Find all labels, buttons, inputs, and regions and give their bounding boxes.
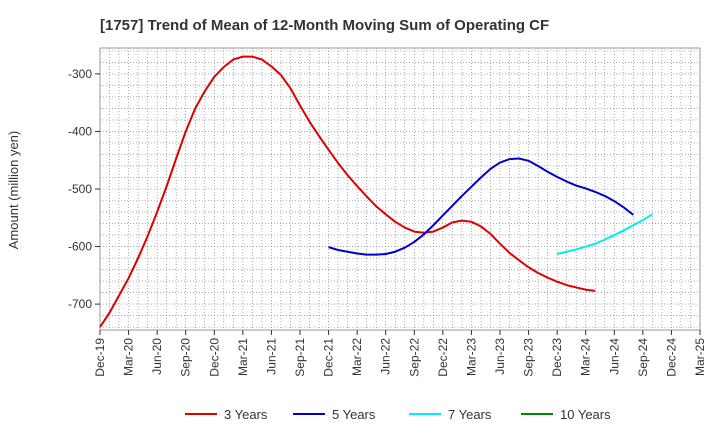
- x-tick-label: Jun-23: [493, 338, 507, 375]
- x-tick-label: Sep-22: [407, 338, 421, 377]
- x-tick-label: Mar-21: [236, 338, 250, 376]
- x-tick-label: Sep-24: [636, 338, 650, 377]
- y-tick-label: -600: [68, 240, 92, 254]
- x-tick-label: Dec-20: [207, 338, 221, 377]
- legend-label: 5 Years: [332, 407, 376, 422]
- x-tick-label: Mar-23: [464, 338, 478, 376]
- legend-label: 7 Years: [448, 407, 492, 422]
- y-tick-label: -400: [68, 124, 92, 138]
- chart-title: [1757] Trend of Mean of 12-Month Moving …: [100, 17, 549, 34]
- x-tick-label: Jun-20: [150, 338, 164, 375]
- y-tick-label: -500: [68, 182, 92, 196]
- x-axis-ticks: Dec-19 Mar-20 Jun-20 Sep-20 Dec-20 Mar-21 Jun-…: [93, 330, 707, 377]
- x-tick-label: Sep-23: [522, 338, 536, 377]
- x-tick-label: Dec-21: [322, 338, 336, 377]
- y-tick-label: -700: [68, 297, 92, 311]
- x-tick-label: Jun-22: [379, 338, 393, 375]
- legend-label: 10 Years: [560, 407, 611, 422]
- y-axis-ticks: -300 -400 -500 -600 -700: [68, 67, 100, 311]
- y-tick-label: -300: [68, 67, 92, 81]
- series-line-3-years: [99, 55, 596, 328]
- x-tick-label: Jun-24: [607, 338, 621, 375]
- x-tick-label: Dec-23: [550, 338, 564, 377]
- x-tick-label: Mar-24: [579, 338, 593, 376]
- grid-layer: [100, 48, 700, 330]
- x-tick-label: Dec-19: [93, 338, 107, 377]
- x-tick-label: Dec-22: [436, 338, 450, 377]
- series-line-5-years: [328, 157, 634, 256]
- x-tick-label: Mar-22: [350, 338, 364, 376]
- x-tick-label: Sep-20: [179, 338, 193, 377]
- series-line-7-years: [556, 213, 653, 256]
- x-tick-label: Dec-24: [664, 338, 678, 377]
- series-layer: [99, 55, 653, 328]
- legend: 3 Years 5 Years 7 Years 10 Years: [185, 407, 611, 422]
- x-tick-label: Mar-20: [122, 338, 136, 376]
- legend-label: 3 Years: [224, 407, 268, 422]
- x-tick-label: Jun-21: [264, 338, 278, 375]
- y-axis-label: Amount (million yen): [6, 131, 21, 250]
- x-tick-label: Mar-25: [693, 338, 707, 376]
- x-tick-label: Sep-21: [293, 338, 307, 377]
